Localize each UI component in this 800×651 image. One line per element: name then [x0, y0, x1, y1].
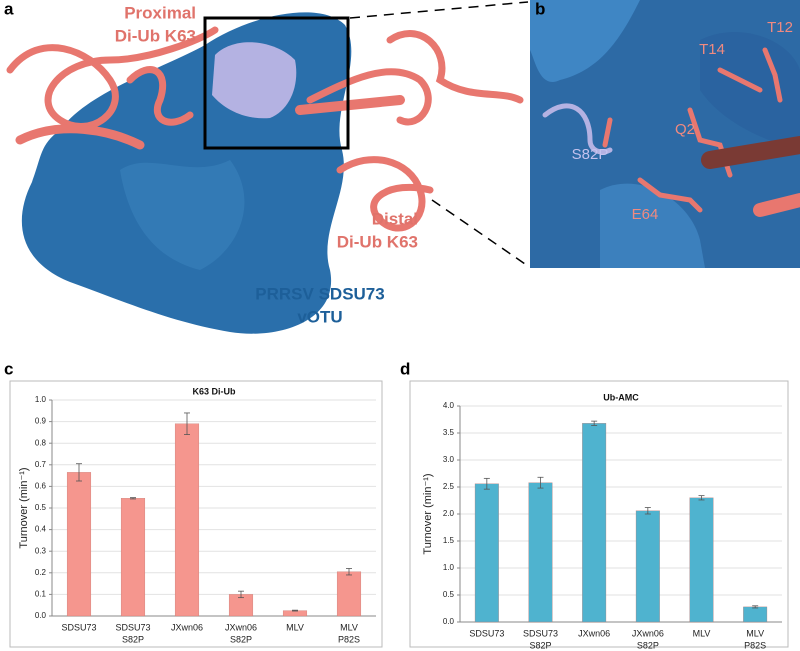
- zoom-line: [349, 1, 529, 19]
- structure-label: Di-Ub K63: [337, 232, 418, 251]
- structure-label: PRRSV SDSU73: [255, 284, 384, 303]
- interface-patch: [212, 42, 297, 119]
- residue-label: S82P: [572, 146, 609, 163]
- x-tick-label: JXwn06: [171, 622, 203, 632]
- bar: [474, 483, 499, 623]
- bar: [743, 606, 768, 623]
- panel-letter: a: [4, 0, 14, 18]
- bar: [635, 510, 660, 623]
- structure-label: Proximal: [124, 3, 196, 22]
- x-tick-label: MLV: [746, 628, 764, 638]
- x-tick-label: SDSU73: [523, 628, 558, 638]
- chart-title: Ub-AMC: [603, 392, 639, 402]
- ribbons: [6, 26, 524, 232]
- structure-label: Di-Ub K63: [115, 26, 196, 45]
- residue-label: E64: [632, 206, 659, 223]
- chart-frame: [409, 380, 789, 648]
- residue-label: T14: [699, 41, 725, 58]
- surface-highlight: [120, 160, 245, 270]
- y-tick-label: 0.3: [35, 546, 47, 555]
- x-tick-label: S82P: [529, 640, 551, 650]
- y-tick-label: 1.0: [35, 395, 47, 404]
- x-tick-label: JXwn06: [632, 628, 664, 638]
- surface-highlight: [600, 183, 705, 268]
- surface-shadow: [700, 31, 800, 150]
- x-tick-label: SDSU73: [115, 622, 150, 632]
- y-tick-label: 3.5: [443, 428, 455, 437]
- x-tick-label: JXwn06: [578, 628, 610, 638]
- y-tick-label: 2.0: [443, 509, 455, 518]
- y-tick-label: 0.9: [35, 417, 47, 426]
- y-tick-label: 2.5: [443, 482, 455, 491]
- x-tick-label: S82P: [637, 640, 659, 650]
- chart-frame: [9, 380, 383, 648]
- y-tick-label: 3.0: [443, 455, 455, 464]
- bar: [582, 423, 607, 623]
- y-tick-label: 4.0: [443, 401, 455, 410]
- sticks: [542, 47, 800, 217]
- bar: [66, 472, 92, 617]
- x-tick-label: S82P: [122, 634, 144, 644]
- y-tick-label: 0.7: [35, 460, 47, 469]
- x-tick-label: JXwn06: [225, 622, 257, 632]
- bar: [689, 497, 714, 623]
- bar: [336, 571, 362, 617]
- y-tick-label: 0.0: [35, 611, 47, 620]
- bar: [528, 482, 553, 623]
- surface-highlight: [530, 0, 640, 83]
- bar: [120, 498, 146, 617]
- x-tick-label: P82S: [744, 640, 766, 650]
- y-tick-label: 0.6: [35, 482, 47, 491]
- y-tick-label: 0.5: [443, 590, 455, 599]
- x-tick-label: MLV: [340, 622, 358, 632]
- x-tick-label: MLV: [693, 628, 711, 638]
- y-tick-label: 0.0: [443, 617, 455, 626]
- panel-letter: d: [400, 359, 410, 378]
- y-tick-label: 0.1: [35, 590, 47, 599]
- panel-a: a Proximal Di-Ub K63 Distal Di-Ub K63 PR…: [4, 0, 529, 334]
- structure-label: vOTU: [297, 307, 342, 326]
- y-tick-label: 0.8: [35, 438, 47, 447]
- residue-label: Q2: [675, 121, 695, 138]
- y-tick-label: 0.5: [35, 503, 47, 512]
- x-tick-label: P82S: [338, 634, 360, 644]
- panel-b: b T12 T14 Q2 S82P E64: [530, 0, 800, 268]
- zoom-line: [431, 199, 529, 267]
- y-tick-label: 0.4: [35, 525, 47, 534]
- panel-letter: b: [535, 0, 545, 18]
- chart-title: K63 Di-Ub: [192, 386, 236, 396]
- panel-letter: c: [4, 359, 13, 378]
- y-tick-label: 0.2: [35, 568, 47, 577]
- residue-label: T12: [767, 19, 793, 36]
- x-tick-label: SDSU73: [469, 628, 504, 638]
- y-tick-label: 1.5: [443, 536, 455, 545]
- y-axis-label: Turnover (min⁻¹): [422, 473, 434, 554]
- zoom-box: [203, 16, 350, 150]
- bar: [174, 423, 200, 617]
- x-tick-label: SDSU73: [61, 622, 96, 632]
- y-tick-label: 1.0: [443, 563, 455, 572]
- structure-label: Distal: [372, 209, 418, 228]
- x-tick-label: MLV: [286, 622, 304, 632]
- x-tick-label: S82P: [230, 634, 252, 644]
- y-axis-label: Turnover (min⁻¹): [18, 467, 30, 548]
